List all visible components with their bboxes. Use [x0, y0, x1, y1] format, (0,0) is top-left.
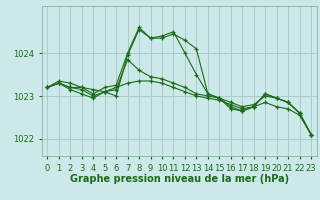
X-axis label: Graphe pression niveau de la mer (hPa): Graphe pression niveau de la mer (hPa) — [70, 174, 289, 184]
